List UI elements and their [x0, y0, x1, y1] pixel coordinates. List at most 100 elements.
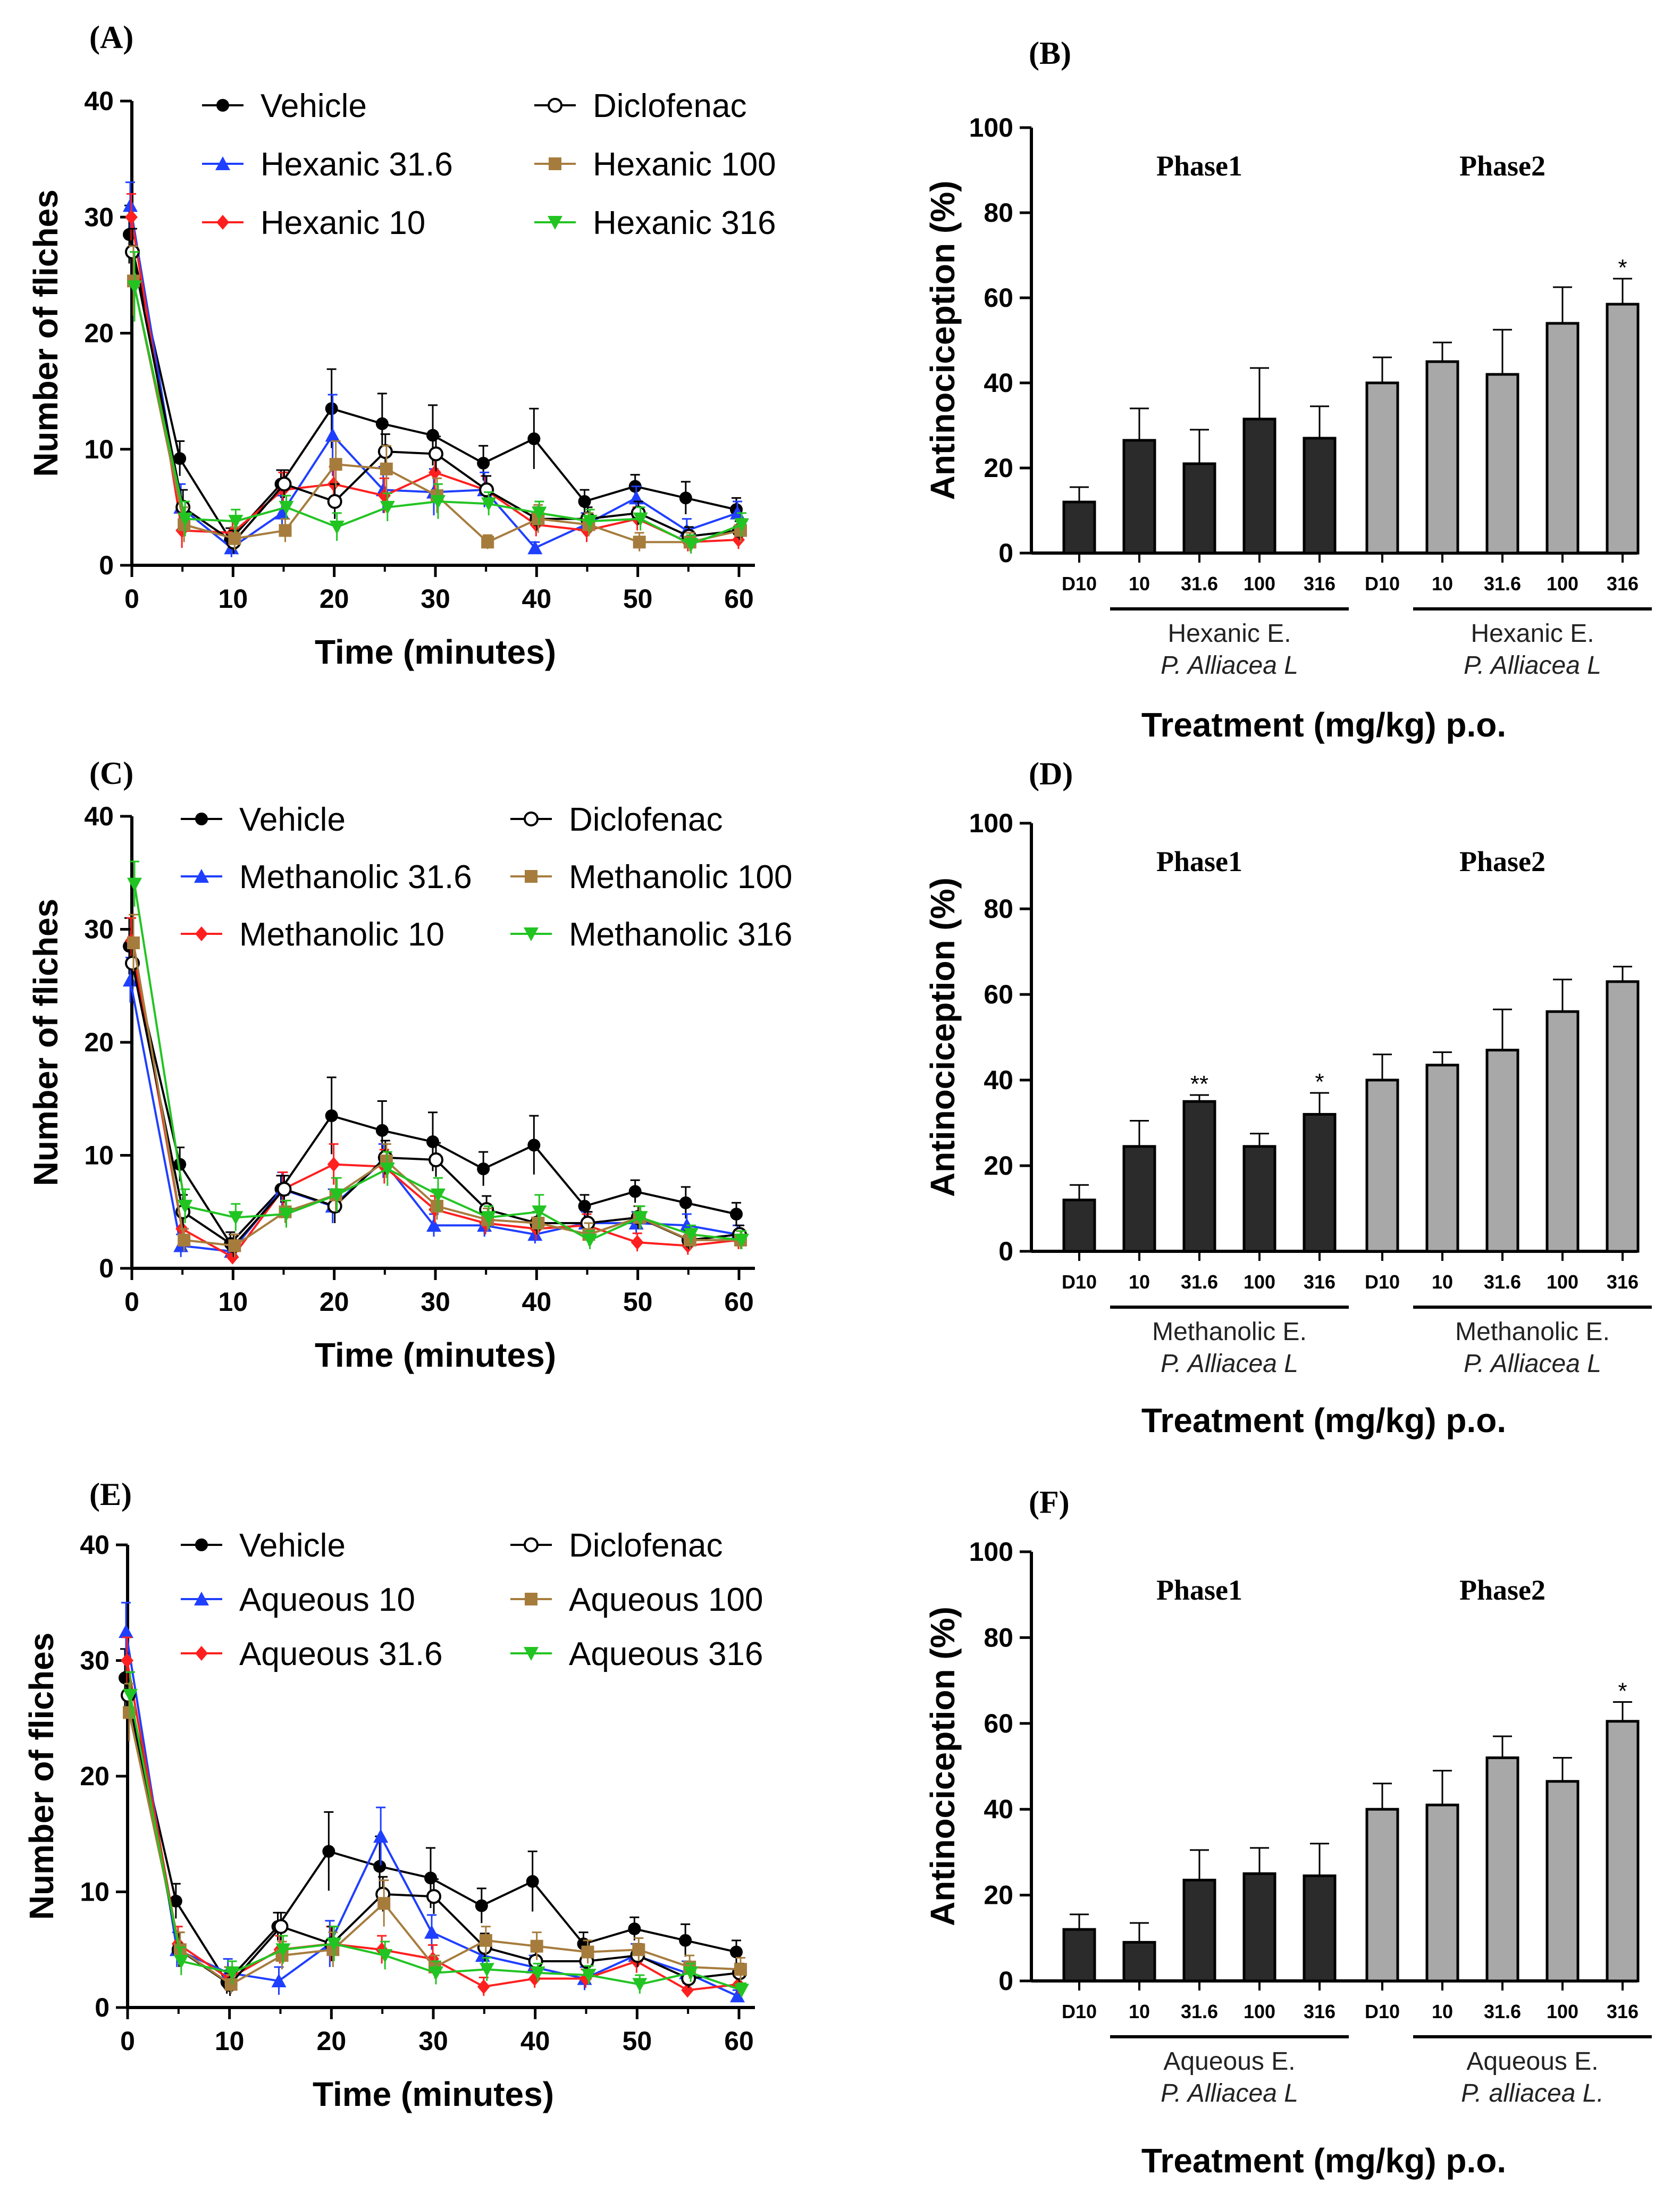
- line-chart-a: (A) 0 10 20 30 40 0 10 20 30 40 50 60 Time (minutes) N…: [27, 20, 776, 671]
- bar: [1606, 1720, 1640, 1983]
- legend-marker: [195, 813, 208, 825]
- series-line: [126, 1660, 739, 1992]
- data-point: [377, 1949, 393, 1963]
- x-tick-label: 50: [623, 2026, 652, 2056]
- y-tick-label: 10: [80, 1877, 110, 1907]
- legend-label: Aqueous 10: [239, 1582, 415, 1618]
- bar: [1242, 417, 1276, 555]
- y-tick-label: 20: [984, 1880, 1013, 1910]
- data-point: [532, 506, 547, 521]
- y-tick-label: 0: [998, 538, 1013, 568]
- line-chart-e: (E) 0 10 20 30 40 0 10 20 30 40 50 60 Time (minutes) N…: [22, 1477, 763, 2113]
- x-axis-title: Treatment (mg/kg) p.o.: [1141, 706, 1506, 744]
- x-tick-label: 60: [724, 584, 754, 614]
- data-point: [532, 1217, 545, 1230]
- bar: [1242, 1872, 1276, 1983]
- data-point: [127, 877, 142, 892]
- legend-entry: Vehicle: [202, 88, 367, 124]
- data-point: [426, 1218, 441, 1232]
- series-line: [127, 1695, 740, 1986]
- y-tick-label: 30: [84, 915, 114, 944]
- bar: [1062, 1928, 1096, 1983]
- series-aqueous-31-6: [121, 1636, 745, 1998]
- group-species: P. Alliacea L: [1464, 651, 1601, 680]
- legend-marker: [549, 157, 561, 170]
- x-tick-label: 50: [623, 584, 653, 614]
- x-tick-label: 316: [1607, 2001, 1639, 2022]
- bar: [1122, 439, 1156, 555]
- x-tick-label: 31.6: [1181, 1271, 1218, 1293]
- data-point: [730, 1988, 745, 2003]
- bar: [1545, 1780, 1580, 1983]
- legend-label: Aqueous 100: [569, 1582, 763, 1618]
- bar: [1182, 1878, 1216, 1983]
- x-tick-label: 0: [124, 584, 139, 614]
- y-tick-label: 40: [84, 801, 114, 831]
- bar: [1303, 1874, 1337, 1983]
- y-axis-title: Number of fliches: [27, 189, 65, 477]
- phase-label: Phase2: [1459, 150, 1545, 182]
- legend-marker: [194, 869, 209, 883]
- data-point: [380, 1162, 395, 1176]
- x-tick-label: D10: [1365, 2001, 1400, 2022]
- legend-entry: Aqueous 100: [510, 1582, 763, 1618]
- data-point: [528, 1954, 543, 1969]
- data-point: [127, 280, 142, 295]
- legend-entry: Hexanic 31.6: [202, 146, 453, 183]
- x-tick-label: 100: [1547, 1271, 1578, 1293]
- legend-marker: [524, 927, 539, 941]
- legend-entry: Methanolic 316: [510, 916, 793, 953]
- bar: [1182, 462, 1216, 555]
- data-point: [424, 1925, 439, 1939]
- x-tick-label: D10: [1062, 573, 1097, 595]
- y-tick-label: 30: [84, 202, 114, 232]
- y-tick-label: 60: [984, 1709, 1013, 1738]
- data-point: [380, 500, 395, 515]
- data-point: [322, 1845, 335, 1858]
- legend-label: Methanolic 316: [569, 916, 793, 953]
- data-point: [527, 540, 543, 555]
- data-point: [477, 1162, 490, 1175]
- data-point: [279, 524, 292, 537]
- y-tick-label: 60: [984, 980, 1013, 1009]
- data-point: [325, 428, 340, 442]
- significance-marker: *: [1618, 255, 1627, 281]
- x-tick-label: 10: [219, 1287, 248, 1317]
- data-point: [632, 1978, 648, 1992]
- y-tick-label: 80: [984, 1622, 1013, 1652]
- group-species: P. Alliacea L: [1161, 2079, 1298, 2107]
- legend-entry: Aqueous 316: [510, 1636, 763, 1672]
- legend-entry: Hexanic 316: [534, 205, 776, 241]
- data-point: [431, 1200, 443, 1213]
- series-aqueous-316: [123, 1671, 749, 1998]
- data-point: [578, 1200, 591, 1213]
- phase-label: Phase1: [1156, 846, 1242, 877]
- data-point: [681, 1983, 694, 1998]
- x-tick-label: 100: [1244, 2001, 1275, 2022]
- data-point: [679, 1934, 692, 1947]
- x-tick-label: D10: [1062, 2001, 1097, 2022]
- group-species: P. Alliacea L: [1161, 651, 1298, 680]
- series-hexanic-316: [127, 251, 749, 554]
- data-point: [325, 1109, 338, 1123]
- y-tick-label: 40: [984, 1065, 1013, 1095]
- data-point: [178, 512, 193, 526]
- legend-entry: Vehicle: [181, 1527, 346, 1564]
- legend-label: Hexanic 10: [261, 205, 425, 241]
- data-point: [329, 458, 342, 471]
- bar-chart-f: (F) 0 20 40 60 80 100 Antinociception (%) Treatm…: [923, 1485, 1652, 2180]
- bar: [1545, 322, 1580, 555]
- data-point: [127, 936, 140, 949]
- x-tick-label: 316: [1304, 1271, 1335, 1293]
- data-point: [228, 1239, 241, 1252]
- data-point: [632, 1943, 645, 1956]
- y-tick-label: 100: [969, 808, 1013, 838]
- x-tick-label: 10: [1432, 2001, 1453, 2022]
- data-point: [377, 1897, 391, 1910]
- x-tick-label: 31.6: [1181, 2001, 1218, 2022]
- panel-label: (F): [1029, 1485, 1070, 1520]
- legend-entry: Aqueous 10: [181, 1582, 415, 1618]
- legend-label: Diclofenac: [569, 1527, 723, 1564]
- line-chart-c: (C) 0 10 20 30 40 0 10 20 30 40 50 60 Time (minutes) N…: [27, 756, 793, 1374]
- data-point: [276, 476, 292, 492]
